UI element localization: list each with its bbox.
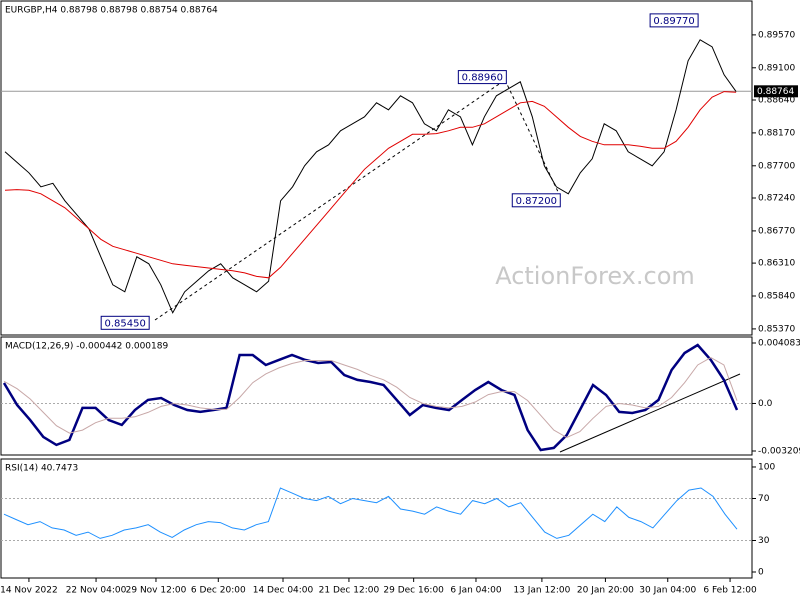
series-line bbox=[3, 357, 738, 439]
y-tick-label: 0.86310 bbox=[758, 259, 795, 269]
series-line bbox=[2, 343, 739, 452]
annotation-label: 0.88960 bbox=[462, 73, 503, 84]
annotation-box bbox=[649, 13, 699, 28]
panel-title: EURGBP,H4 0.88798 0.88798 0.88754 0.8876… bbox=[5, 6, 218, 16]
current-price-box bbox=[754, 85, 798, 98]
panel-title: MACD(12,26,9) -0.000442 0.000189 bbox=[5, 342, 168, 352]
y-tick-label: 100 bbox=[758, 462, 775, 472]
x-tick-label: 14 Nov 2022 bbox=[0, 586, 58, 596]
x-tick-label: 22 Nov 04:00 bbox=[66, 586, 127, 596]
y-tick-label: 70 bbox=[758, 494, 770, 504]
x-tick-label: 6 Jan 04:00 bbox=[450, 586, 502, 596]
y-tick-label: 0.88170 bbox=[758, 128, 795, 138]
y-tick-label: 0.0 bbox=[758, 399, 773, 409]
panel-frame bbox=[0, 336, 753, 456]
panel-title: RSI(14) 40.7473 bbox=[5, 464, 78, 474]
panel-frame bbox=[0, 0, 753, 336]
x-tick-label: 29 Nov 12:00 bbox=[126, 586, 187, 596]
x-tick-label: 14 Dec 04:00 bbox=[253, 586, 314, 596]
y-tick-label: 0.87240 bbox=[758, 193, 795, 203]
x-tick-label: 13 Jan 12:00 bbox=[513, 586, 570, 596]
current-price-label: 0.88764 bbox=[757, 87, 794, 97]
y-tick-label: 0.88640 bbox=[758, 95, 795, 105]
x-tick-label: 29 Dec 16:00 bbox=[383, 586, 444, 596]
annotation-box bbox=[457, 70, 507, 85]
annotation-label: 0.89770 bbox=[653, 16, 694, 27]
x-tick-label: 21 Dec 12:00 bbox=[319, 586, 380, 596]
annotation-label: 0.87200 bbox=[516, 196, 557, 207]
y-tick-label: 30 bbox=[758, 536, 770, 546]
panel-frame bbox=[0, 458, 753, 579]
y-tick-label: -0.003209 bbox=[758, 447, 800, 457]
annotation-label: 0.85450 bbox=[104, 318, 145, 329]
series-line bbox=[4, 91, 737, 279]
annotation-box bbox=[511, 193, 561, 208]
annotation-box bbox=[100, 315, 150, 330]
trend-line bbox=[154, 79, 506, 321]
y-tick-label: 0.89570 bbox=[758, 30, 795, 40]
series-line bbox=[3, 487, 738, 539]
y-tick-label: 0.86770 bbox=[758, 226, 795, 236]
x-tick-label: 20 Jan 20:00 bbox=[577, 586, 634, 596]
y-tick-label: 0.85840 bbox=[758, 292, 795, 302]
watermark: ActionForex.com bbox=[495, 262, 695, 290]
x-tick-label: 30 Jan 04:00 bbox=[639, 586, 696, 596]
x-tick-label: 6 Feb 12:00 bbox=[703, 586, 757, 596]
y-tick-label: 0 bbox=[758, 568, 764, 578]
y-tick-label: 0.89100 bbox=[758, 63, 795, 73]
series-line bbox=[4, 39, 737, 314]
y-tick-label: 0.87700 bbox=[758, 161, 795, 171]
x-tick-label: 6 Dec 20:00 bbox=[191, 586, 246, 596]
y-tick-label: 0.004083 bbox=[758, 338, 800, 348]
trend-line bbox=[559, 373, 741, 453]
y-tick-label: 0.85370 bbox=[758, 324, 795, 334]
